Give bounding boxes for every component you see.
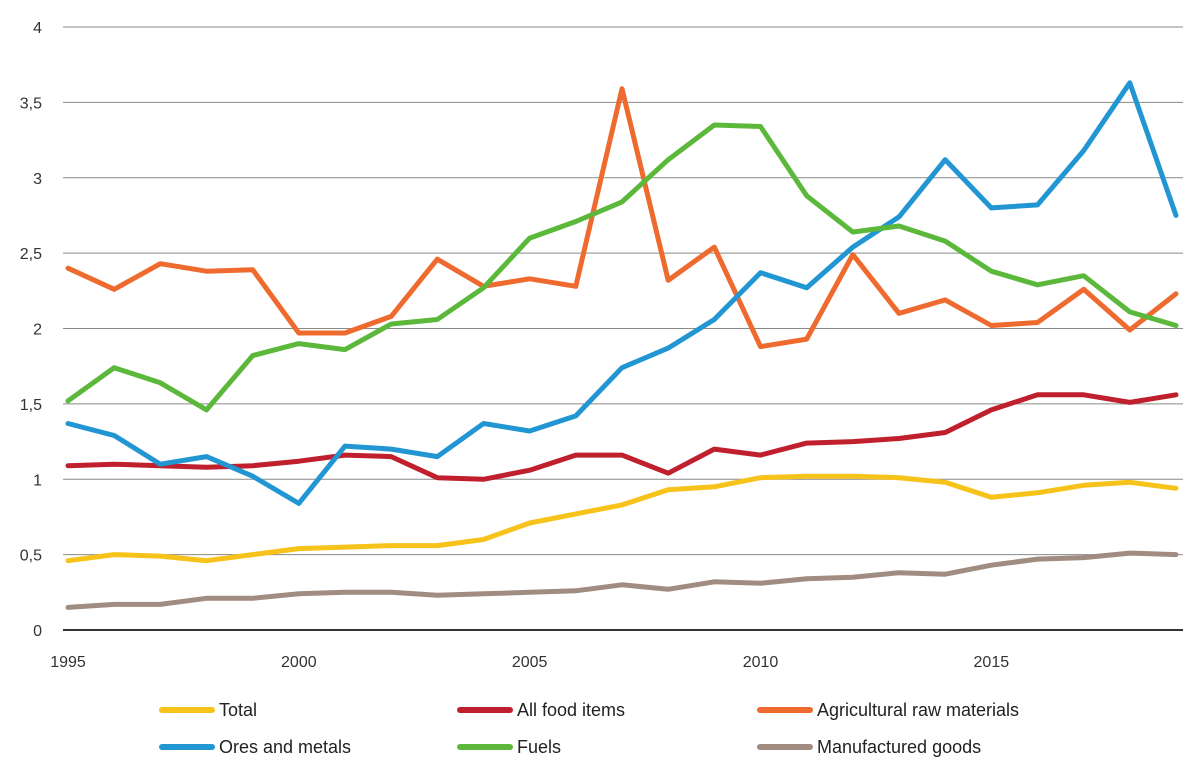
y-tick-label: 2 [33, 322, 42, 339]
y-tick-label: 3 [33, 171, 42, 188]
legend-item-total: Total [159, 700, 257, 720]
legend-label: All food items [517, 700, 625, 720]
series-line-total [65, 473, 1179, 564]
legend-item-fuels: Fuels [457, 737, 561, 757]
legend-label: Fuels [517, 737, 561, 757]
series-line-fuels [65, 122, 1179, 413]
legend-label: Ores and metals [219, 737, 351, 757]
y-axis-ticks: 0 0,5 1 1,5 2 2,5 3 3,5 4 [20, 20, 42, 640]
series-lines [65, 80, 1179, 610]
legend-item-all-food-items: All food items [457, 700, 625, 720]
legend-item-agricultural-raw-materials: Agricultural raw materials [757, 700, 1019, 720]
grid-lines [63, 26, 1183, 631]
series-line-all-food-items [65, 392, 1179, 482]
y-tick-label: 2,5 [20, 246, 42, 263]
y-tick-label: 4 [33, 20, 42, 37]
legend-label: Total [219, 700, 257, 720]
legend-label: Manufactured goods [817, 737, 981, 757]
y-tick-label: 1,5 [20, 397, 42, 414]
x-tick-label: 2005 [512, 654, 548, 671]
legend: Total All food items Agricultural raw mate… [159, 700, 1019, 757]
x-tick-label: 2015 [974, 654, 1010, 671]
series-line-ores-and-metals [65, 80, 1179, 506]
x-axis-ticks: 1995 2000 2005 2010 2015 [50, 654, 1009, 671]
legend-item-manufactured-goods: Manufactured goods [757, 737, 981, 757]
x-tick-label: 2000 [281, 654, 317, 671]
legend-item-ores-and-metals: Ores and metals [159, 737, 351, 757]
x-tick-label: 2010 [743, 654, 779, 671]
y-tick-label: 0,5 [20, 548, 42, 565]
series-line-agricultural-raw-materials [65, 86, 1179, 350]
x-tick-label: 1995 [50, 654, 86, 671]
y-tick-label: 0 [33, 623, 42, 640]
series-line-manufactured-goods [65, 550, 1179, 610]
legend-label: Agricultural raw materials [817, 700, 1019, 720]
y-tick-label: 1 [33, 472, 42, 489]
y-tick-label: 3,5 [20, 95, 42, 112]
